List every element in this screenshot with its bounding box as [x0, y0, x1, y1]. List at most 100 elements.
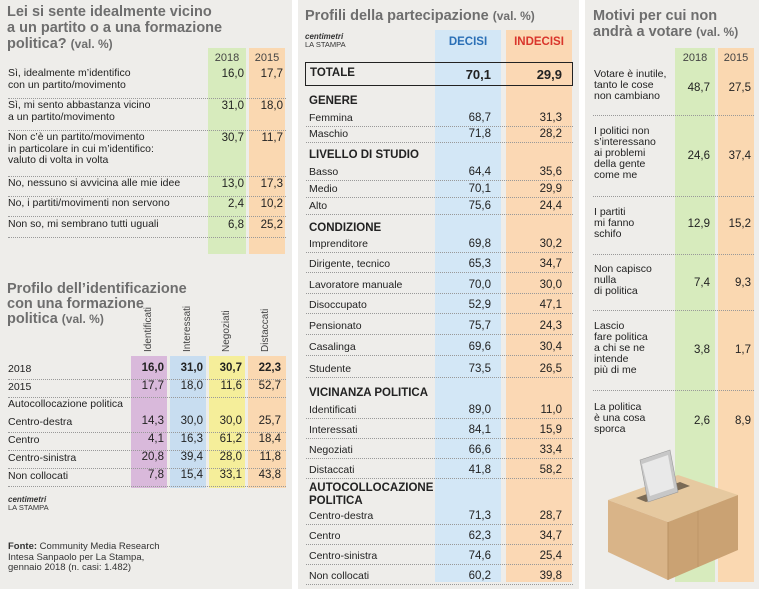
section-heading: GENERE	[309, 95, 358, 108]
decisi-value: 64,4	[468, 166, 491, 178]
table-row-label: Negoziati	[309, 444, 353, 456]
table-cell-value: 13,0	[221, 178, 244, 190]
table-cell-value: 18,4	[258, 433, 281, 445]
column-header: Identificati	[143, 306, 154, 352]
row-separator	[306, 272, 573, 273]
indecisi-value: 35,6	[539, 166, 562, 178]
table-cell-value: 20,8	[141, 451, 164, 463]
row-separator	[8, 468, 286, 469]
table-row-label: Centro-sinistra	[8, 452, 77, 464]
label-line: è una cosa	[594, 412, 646, 424]
label-line: Lascio	[594, 320, 625, 332]
row-separator	[306, 584, 573, 585]
row-separator	[8, 216, 286, 217]
row-separator	[306, 197, 573, 198]
table-row-label: Sì, idealmente m’identifico con un partit…	[8, 67, 206, 91]
table-row-label: Centro-destra	[8, 416, 73, 428]
decisi-value: 70,1	[468, 183, 491, 195]
table-row-label: Lavoratore manuale	[309, 279, 403, 291]
ballot-box-icon	[608, 449, 738, 580]
label-line: Sì, idealmente m’identifico	[8, 67, 131, 79]
panel2-col-distaccati-bg	[248, 356, 286, 488]
label-line: come me	[594, 169, 638, 181]
table-cell-value: 17,7	[260, 68, 283, 80]
label-line: Non so, mi sembrano tutti uguali	[8, 218, 159, 230]
table-cell-value: 39,4	[180, 451, 203, 463]
table-cell-value: 12,9	[687, 218, 710, 230]
table-row-label: I partiti mi fanno schifo	[594, 207, 674, 240]
row-separator	[8, 450, 286, 451]
indecisi-value: 28,2	[539, 128, 562, 140]
table-cell-value: 7,8	[148, 469, 164, 481]
table-cell-value: 2,4	[228, 198, 244, 210]
section-heading-line: GENERE	[309, 95, 358, 107]
table-row-label: Non capisco nulla di politica	[594, 264, 674, 297]
indecisi-value: 30,0	[539, 279, 562, 291]
logo-left: centimetri LA STAMPA	[8, 495, 49, 512]
section-heading: VICINANZA POLITICA	[309, 387, 428, 400]
table-row-label: Centro	[8, 434, 40, 446]
decisi-value: 65,3	[468, 258, 491, 270]
label-line: intende	[594, 353, 629, 365]
label-line: No, nessuno si avvicina alle mie idee	[8, 177, 181, 189]
table-row-label: Disoccupato	[309, 299, 367, 311]
decisi-value: 70,0	[468, 279, 491, 291]
decisi-value: 75,7	[468, 320, 491, 332]
table-row-label: Interessati	[309, 424, 358, 436]
table-cell-value: 15,2	[728, 218, 751, 230]
table-cell-value: 25,2	[260, 219, 283, 231]
decisi-value: 66,6	[468, 444, 491, 456]
table-row-label: Basso	[309, 166, 339, 178]
table-row-label: Non collocati	[309, 570, 370, 582]
row-separator	[306, 478, 573, 479]
section-heading-line: CONDIZIONE	[309, 222, 382, 234]
label-line: di politica	[594, 285, 638, 297]
label-line: Non c’è un partito/movimento	[8, 131, 145, 143]
row-separator	[8, 432, 286, 433]
table-row-label: Medio	[309, 183, 338, 195]
table-row-label: 2018	[8, 363, 32, 375]
table-cell-value: 8,9	[735, 415, 751, 427]
section-heading-line: POLITICA	[309, 495, 363, 507]
indecisi-value: 11,0	[540, 404, 562, 416]
indecisi-value: 15,9	[539, 424, 562, 436]
label-line: non cambiano	[594, 90, 660, 102]
row-separator	[306, 293, 573, 294]
table-row-label: No, i partiti/movimenti non servono	[8, 197, 206, 210]
panel3-header-decisi: DECISI	[448, 36, 488, 48]
table-cell-value: 16,0	[221, 68, 244, 80]
table-cell-value: 30,0	[180, 415, 203, 427]
panel3-col-indecisi-bg	[506, 30, 572, 582]
indecisi-value: 24,3	[539, 320, 562, 332]
table-row-label: Studente	[309, 363, 352, 375]
panel3-title: Profili della partecipazione (val. %)	[305, 8, 535, 24]
table-row-label: Centro-sinistra	[309, 550, 378, 562]
table-cell-value: 6,8	[228, 219, 244, 231]
table-row-label: Centro-destra	[309, 510, 374, 522]
table-cell-value: 17,3	[260, 178, 283, 190]
total-decisi: 70,1	[465, 67, 491, 82]
panel3-col-decisi-bg	[435, 30, 501, 582]
table-cell-value: 28,0	[219, 451, 242, 463]
row-separator	[306, 564, 573, 565]
table-cell-value: 1,7	[735, 344, 751, 356]
label-line: della gente	[594, 158, 646, 170]
column-header: Interessati	[182, 305, 193, 352]
table-cell-value: 14,3	[141, 415, 164, 427]
section-heading-line: AUTOCOLLOCAZIONE	[309, 482, 434, 494]
panel4-header-2015: 2015	[723, 52, 749, 64]
label-line: Sì, mi sento abbastanza vicino	[8, 99, 151, 111]
table-cell-value: 37,4	[728, 150, 751, 162]
row-separator	[306, 126, 573, 127]
decisi-value: 68,7	[468, 112, 491, 124]
table-row-label: Casalinga	[309, 341, 356, 353]
table-row-label: 2015	[8, 381, 32, 393]
decisi-value: 41,8	[468, 464, 491, 476]
indecisi-value: 30,2	[539, 238, 562, 250]
decisi-value: 69,8	[468, 238, 491, 250]
indecisi-value: 31,3	[539, 112, 562, 124]
table-cell-value: 22,3	[258, 362, 281, 374]
label-line: sporca	[594, 423, 626, 435]
indecisi-value: 24,4	[539, 200, 562, 212]
row-separator	[306, 334, 573, 335]
